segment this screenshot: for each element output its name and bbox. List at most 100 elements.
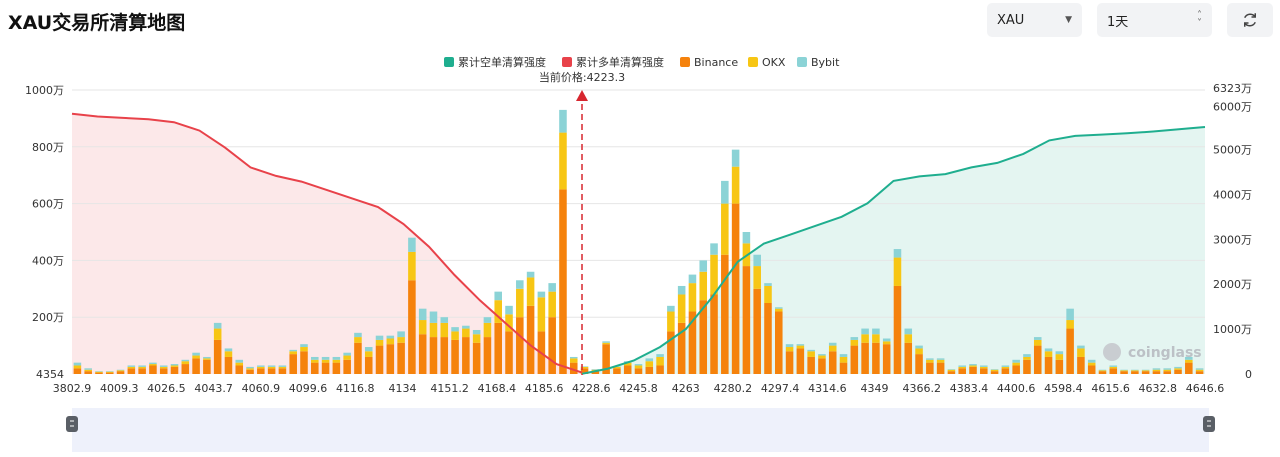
bar-bybit [95, 371, 103, 372]
bar-binance [526, 305, 535, 374]
range-slider-right-handle[interactable] [1203, 416, 1215, 432]
bar-okx [472, 334, 481, 343]
bar-binance [591, 371, 600, 374]
symbol-select[interactable]: XAU ▼ [987, 3, 1082, 37]
bar-okx [623, 362, 632, 366]
bar-binance [451, 339, 459, 374]
bar-bybit [1141, 369, 1150, 371]
bar-okx [224, 351, 233, 357]
bar-bybit [138, 365, 146, 367]
bar-binance [397, 342, 405, 374]
x-tick: 4151.2 [430, 382, 469, 395]
bar-bybit [980, 365, 988, 367]
range-select[interactable]: 1天 ˄ ˅ [1097, 3, 1212, 37]
cumulative-areas [72, 113, 1205, 374]
bar-bybit [311, 356, 319, 360]
range-slider-track[interactable] [72, 408, 1209, 452]
bar-bybit [1023, 354, 1031, 357]
bar-okx [1001, 366, 1010, 369]
bar-bybit [602, 341, 610, 343]
bar-bybit [1033, 337, 1042, 340]
bar-okx [969, 365, 977, 367]
bar-binance [936, 362, 945, 374]
range-slider-left-handle[interactable] [66, 416, 78, 432]
bar-bybit [181, 359, 190, 362]
bar-bybit [1152, 368, 1161, 370]
bar-binance [332, 362, 341, 374]
bar-okx [850, 339, 859, 346]
bar-bybit [882, 338, 891, 342]
bar-bybit [84, 368, 92, 370]
x-tick: 4632.8 [1139, 382, 1178, 395]
bar-bybit [904, 328, 913, 335]
bar-binance [656, 365, 664, 374]
bar-binance [429, 337, 438, 374]
bar-binance [1077, 356, 1085, 374]
bar-binance [602, 344, 610, 374]
bar-okx [818, 355, 826, 359]
bar-binance [699, 300, 708, 374]
y-left-tick: 200万 [32, 311, 64, 324]
bar-okx [1012, 362, 1020, 366]
bar-okx [332, 359, 341, 363]
bar-bybit [1131, 369, 1139, 371]
bar-okx [289, 351, 297, 355]
y-right-tick: 4000万 [1213, 188, 1252, 201]
bar-okx [246, 368, 254, 370]
bar-okx [505, 314, 513, 332]
bar-bybit [246, 366, 254, 369]
bar-binance [839, 362, 848, 374]
bar-binance [1141, 371, 1150, 374]
up-down-chevron-icon: ˄ ˅ [1197, 10, 1202, 29]
bar-okx [321, 359, 330, 363]
bar-bybit [699, 260, 708, 272]
bar-bybit [267, 365, 276, 367]
bar-bybit [116, 369, 125, 371]
bar-okx [494, 300, 503, 323]
bar-binance [311, 362, 319, 374]
bar-okx [645, 361, 654, 367]
x-tick: 4026.5 [147, 382, 186, 395]
bar-okx [95, 371, 103, 373]
bar-bybit [893, 249, 902, 258]
bar-binance [893, 285, 902, 374]
bar-binance [494, 322, 503, 374]
refresh-button[interactable] [1227, 3, 1273, 37]
bar-binance [289, 354, 297, 374]
bar-binance [753, 288, 761, 374]
bar-binance [84, 371, 92, 374]
bar-okx [440, 322, 449, 338]
bar-binance [138, 368, 146, 374]
bar-okx [893, 257, 902, 286]
long-cumulative-line [71, 112, 583, 374]
bar-binance [623, 365, 632, 374]
bar-binance [192, 358, 200, 374]
bar-bybit [257, 365, 265, 367]
bar-bybit [861, 328, 869, 335]
bar-binance [785, 351, 794, 374]
bar-bybit [73, 362, 82, 366]
bar-bybit [645, 358, 654, 362]
bar-bybit [1163, 368, 1172, 370]
y-left-tick: 800万 [32, 141, 64, 154]
bar-okx [213, 328, 222, 340]
bar-okx [516, 288, 524, 318]
range-slider[interactable] [66, 408, 1215, 452]
legend-swatch-binance [680, 57, 690, 67]
bar-okx [774, 308, 783, 312]
bar-bybit [990, 369, 999, 370]
bar-binance [105, 372, 114, 374]
bar-bybit [408, 237, 416, 252]
bar-bybit [548, 283, 556, 292]
x-tick: 4185.6 [525, 382, 564, 395]
bar-bybit [1174, 366, 1182, 369]
bar-bybit [516, 280, 524, 289]
bar-bybit [1098, 369, 1107, 371]
bar-okx [105, 371, 114, 373]
bar-bybit [926, 358, 934, 360]
bar-binance [742, 266, 751, 374]
bar-bybit [764, 283, 772, 286]
bar-okx [699, 271, 708, 301]
bar-bybit [1001, 365, 1010, 367]
legend-swatch-long [562, 57, 572, 67]
